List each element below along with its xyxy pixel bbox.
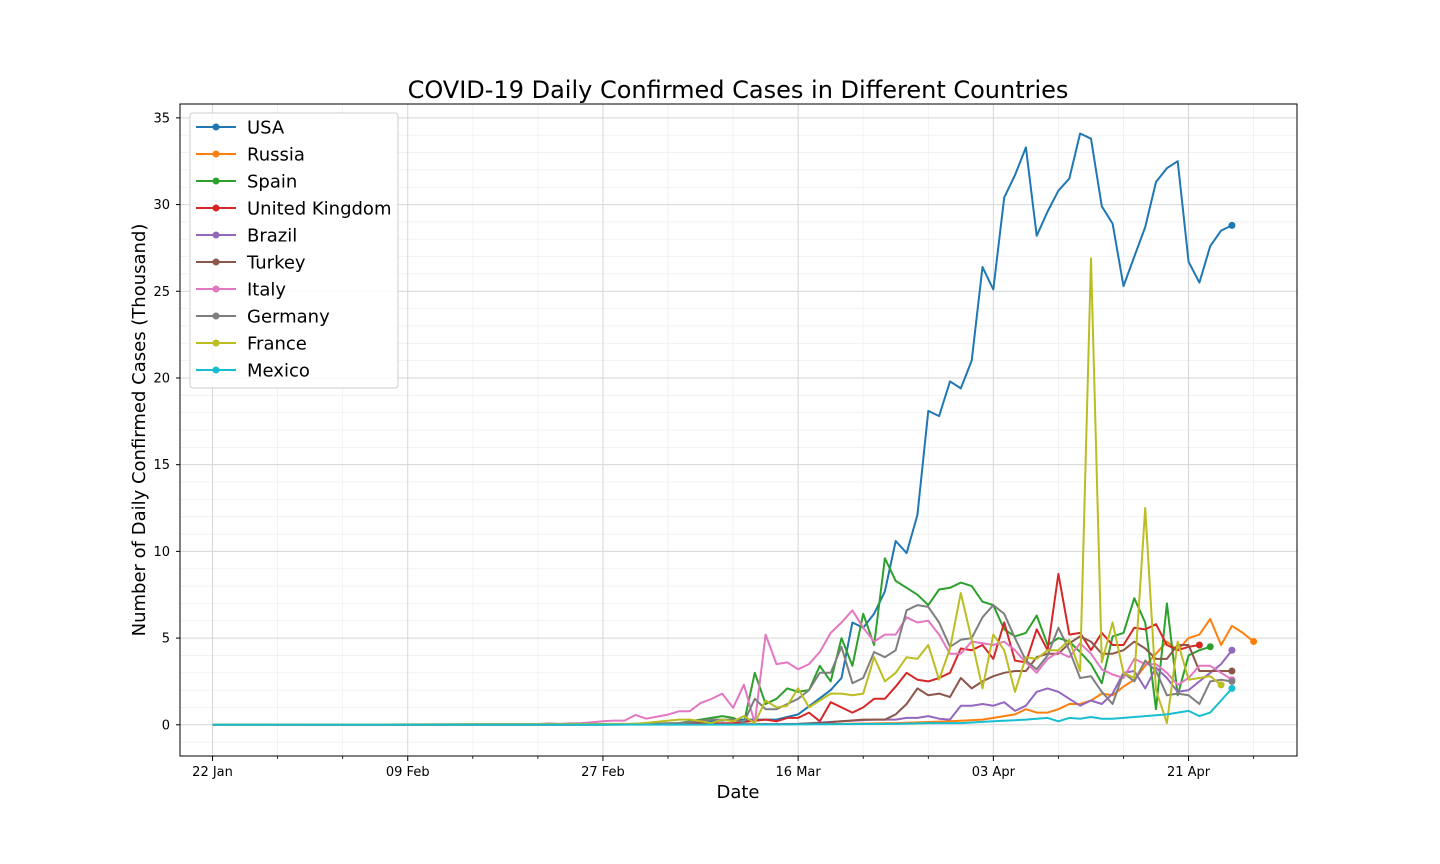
y-tick-label: 20 <box>153 371 170 386</box>
legend: USA Russia Spain United Kingdom Brazil Turkey… <box>189 112 399 389</box>
legend-item-italy: Italy <box>196 280 286 301</box>
legend-label: Turkey <box>246 253 306 274</box>
legend-swatch-marker <box>212 204 220 212</box>
legend-item-spain: Spain <box>196 172 297 193</box>
y-tick-label: 0 <box>162 718 170 733</box>
series-end-marker-spain <box>1206 643 1214 651</box>
y-tick-label: 30 <box>153 198 170 213</box>
series-lines <box>212 132 1258 726</box>
legend-label: Mexico <box>247 361 310 382</box>
legend-label: France <box>247 334 307 355</box>
series-line-russia <box>212 618 1255 726</box>
series-end-marker-germany <box>1228 677 1236 685</box>
legend-swatch-marker <box>212 150 220 158</box>
legend-label: United Kingdom <box>247 199 391 220</box>
legend-item-usa: USA <box>196 118 285 139</box>
legend-label: USA <box>247 118 285 139</box>
legend-label: Brazil <box>247 226 297 247</box>
x-axis-label: Date <box>716 782 759 803</box>
series-end-marker-usa <box>1228 221 1236 229</box>
x-tick-label: 21 Apr <box>1167 765 1211 780</box>
series-line-brazil <box>212 649 1233 726</box>
series-line-mexico <box>212 687 1233 726</box>
plot-frame <box>179 103 1298 757</box>
legend-label: Italy <box>247 280 286 301</box>
series-end-marker-russia <box>1250 638 1258 646</box>
legend-item-germany: Germany <box>196 307 330 328</box>
legend-swatch-marker <box>212 312 220 320</box>
y-axis-label: Number of Daily Confirmed Cases (Thousan… <box>129 224 150 637</box>
series-line-france <box>212 257 1222 726</box>
legend-item-united-kingdom: United Kingdom <box>196 199 391 220</box>
legend-label: Russia <box>247 145 305 166</box>
series-line-spain <box>212 557 1211 726</box>
series-line-usa <box>212 132 1233 726</box>
series-end-marker-mexico <box>1228 684 1236 692</box>
legend-swatch-marker <box>212 258 220 266</box>
legend-swatch-marker <box>212 123 220 131</box>
legend-swatch-marker <box>212 366 220 374</box>
series-end-marker-france <box>1217 681 1225 689</box>
legend-item-mexico: Mexico <box>196 361 310 382</box>
series-line-turkey <box>212 635 1232 726</box>
x-tick-label: 27 Feb <box>581 765 625 780</box>
axis-ticks: 0 5 10 15 20 25 30 35 22 Jan 09 Feb 27 Feb 16 Mar 03… <box>153 111 1255 780</box>
y-tick-label: 10 <box>153 545 170 560</box>
grid <box>180 104 1297 756</box>
y-tick-label: 35 <box>153 111 170 126</box>
legend-swatch-marker <box>212 177 220 185</box>
y-tick-label: 25 <box>153 285 170 300</box>
legend-swatch-marker <box>212 231 220 239</box>
legend-swatch-marker <box>212 339 220 347</box>
legend-swatch-marker <box>212 285 220 293</box>
series-end-marker-turkey <box>1228 667 1236 675</box>
y-tick-label: 5 <box>162 632 170 647</box>
legend-box <box>189 112 399 389</box>
legend-item-turkey: Turkey <box>196 253 306 274</box>
x-tick-label: 03 Apr <box>972 765 1016 780</box>
legend-item-brazil: Brazil <box>196 226 297 247</box>
x-tick-label: 09 Feb <box>386 765 430 780</box>
series-end-marker-brazil <box>1228 646 1236 654</box>
series-line-italy <box>212 609 1233 726</box>
x-tick-label: 22 Jan <box>192 765 233 780</box>
legend-label: Spain <box>247 172 297 193</box>
chart-title: COVID-19 Daily Confirmed Cases in Differ… <box>408 76 1069 104</box>
legend-label: Germany <box>247 307 330 328</box>
series-end-marker-united-kingdom <box>1195 641 1203 649</box>
legend-item-russia: Russia <box>196 145 305 166</box>
series-line-united-kingdom <box>212 572 1200 726</box>
y-tick-label: 15 <box>153 458 170 473</box>
x-tick-label: 16 Mar <box>776 765 822 780</box>
legend-item-france: France <box>196 334 307 355</box>
